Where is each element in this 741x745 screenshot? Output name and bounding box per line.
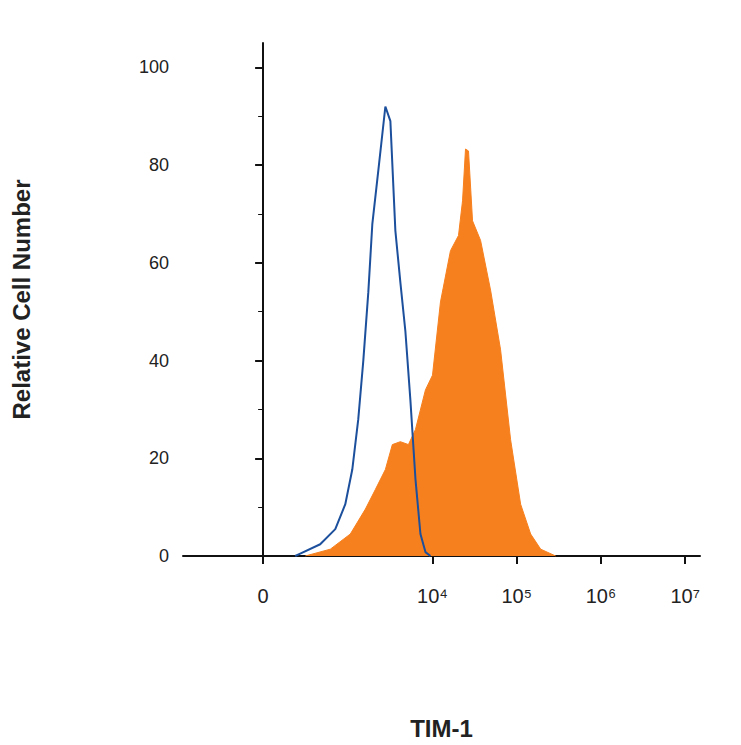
svg-text:10⁵: 10⁵ [501,585,532,607]
svg-text:Relative Cell Number: Relative Cell Number [8,179,35,419]
svg-text:60: 60 [149,253,169,273]
svg-text:20: 20 [149,448,169,468]
svg-text:0: 0 [258,585,269,607]
svg-text:10⁶: 10⁶ [586,585,616,607]
svg-text:80: 80 [149,155,169,175]
svg-text:0: 0 [159,546,169,566]
svg-text:10⁷: 10⁷ [670,585,699,607]
svg-text:40: 40 [149,351,169,371]
svg-text:TIM-1: TIM-1 [410,715,473,742]
svg-text:10⁴: 10⁴ [417,585,448,607]
svg-text:100: 100 [139,57,169,77]
